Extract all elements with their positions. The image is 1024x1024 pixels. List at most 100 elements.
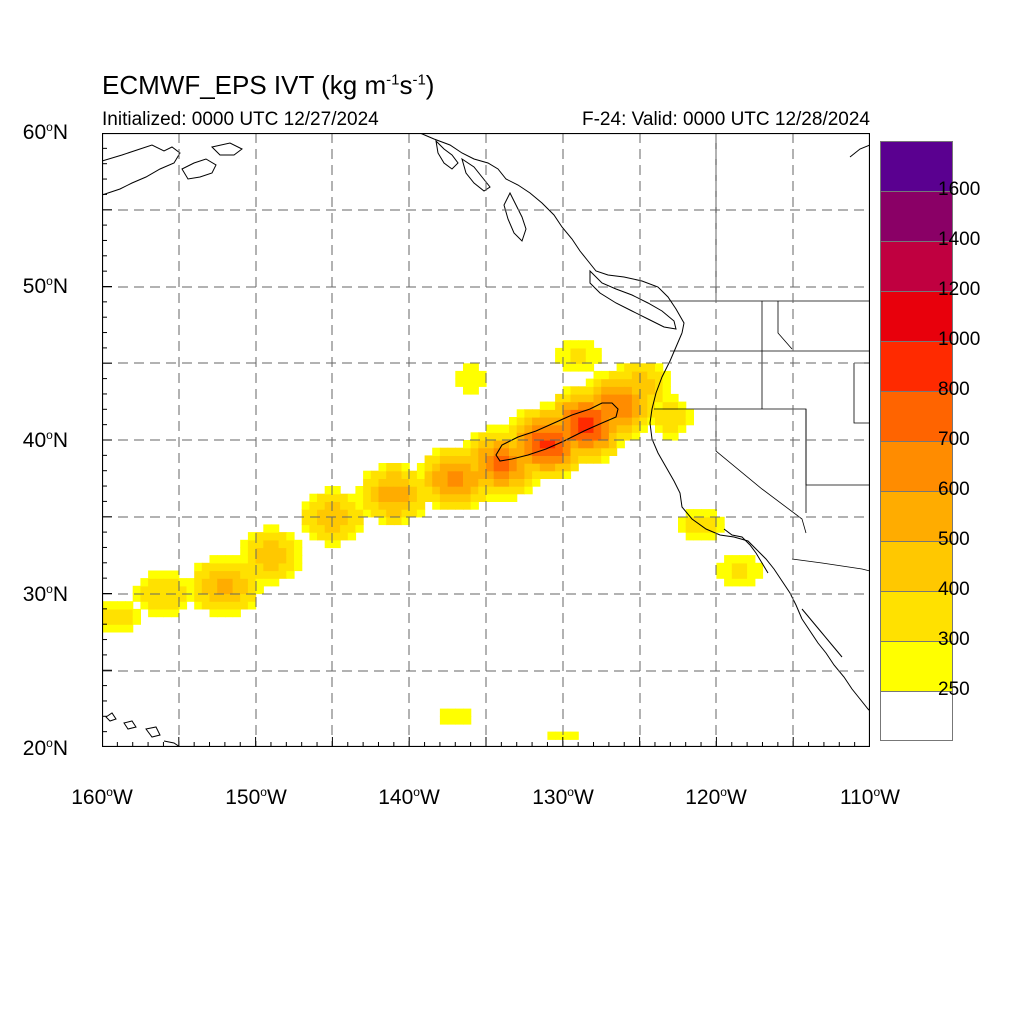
ivt-cell <box>286 562 295 572</box>
ivt-cell <box>593 393 602 403</box>
ivt-cell <box>493 478 502 487</box>
ivt-cell <box>324 524 333 533</box>
ivt-cell <box>562 455 572 464</box>
ivt-cell <box>125 608 134 618</box>
ivt-cell <box>555 440 564 449</box>
ivt-cell <box>163 601 172 610</box>
ivt-cell <box>409 478 418 487</box>
ivt-cell <box>608 417 618 426</box>
ivt-cell <box>232 570 241 579</box>
ivt-cell <box>224 570 234 579</box>
ivt-cell <box>224 562 234 572</box>
ivt-cell <box>401 509 410 518</box>
ivt-cell <box>393 509 403 518</box>
ivt-cell <box>247 555 257 564</box>
ivt-cell <box>539 447 549 456</box>
ivt-cell <box>201 562 211 572</box>
ivt-cell <box>616 432 625 441</box>
ivt-cell <box>455 370 464 380</box>
ivt-cell <box>562 340 572 349</box>
ivt-cell <box>178 585 188 595</box>
ivt-cell <box>439 447 449 456</box>
lon-label-110w: 110oW <box>840 785 900 809</box>
ivt-cell <box>324 509 333 518</box>
ivt-cell <box>555 355 564 364</box>
ivt-cell <box>509 424 518 433</box>
ivt-cell <box>509 447 518 456</box>
ivt-cell <box>693 509 702 518</box>
ivt-cell <box>163 585 172 595</box>
ivt-cell <box>547 447 556 456</box>
ivt-cell <box>140 593 149 602</box>
ivt-cell <box>539 440 549 449</box>
ivt-cell <box>363 493 372 502</box>
ivt-cell <box>401 516 410 526</box>
ivt-cell <box>562 355 572 364</box>
ivt-cell <box>355 516 364 526</box>
ivt-cell <box>432 447 441 456</box>
ivt-cell <box>378 486 387 495</box>
ivt-cell <box>662 393 671 403</box>
ivt-cell <box>224 608 234 618</box>
ivt-cell <box>255 532 264 541</box>
ivt-cell <box>240 547 249 556</box>
ivt-cell <box>463 501 472 510</box>
ivt-cell <box>317 524 326 533</box>
ivt-cell <box>678 516 687 526</box>
ivt-cell <box>424 486 433 495</box>
ivt-cell <box>378 478 387 487</box>
ivt-cell <box>309 501 318 510</box>
ivt-cell <box>585 401 595 410</box>
ivt-cell <box>555 424 564 433</box>
ivt-cell <box>416 486 426 495</box>
ivt-cell <box>463 378 472 387</box>
ivt-cell <box>478 470 487 479</box>
ivt-cell <box>631 432 641 441</box>
ivt-cell <box>631 386 641 395</box>
ivt-cell <box>324 539 333 549</box>
colorbar-swatch <box>880 341 953 391</box>
ivt-cell <box>616 370 625 380</box>
ivt-cell <box>393 478 403 487</box>
ivt-cell <box>332 516 341 526</box>
ivt-cell <box>255 585 264 595</box>
ivt-cell <box>102 601 111 610</box>
ivt-cell <box>240 539 249 549</box>
ivt-cell <box>509 470 518 479</box>
ivt-cell <box>209 608 218 618</box>
ivt-cell <box>693 516 702 526</box>
ivt-cell <box>271 570 280 579</box>
ivt-cell <box>447 716 456 725</box>
ivt-cell <box>562 401 572 410</box>
ivt-cell <box>585 363 595 372</box>
ivt-cell <box>501 463 510 472</box>
ivt-cell <box>585 393 595 403</box>
ivt-cell <box>416 493 426 502</box>
ivt-cell <box>271 578 280 587</box>
ivt-cell <box>255 578 264 587</box>
ivt-cell <box>639 401 648 410</box>
ivt-cell <box>493 493 502 502</box>
ivt-cell <box>247 532 257 541</box>
ivt-cell <box>324 532 333 541</box>
ivt-cell <box>578 455 587 464</box>
ivt-cell <box>570 401 579 410</box>
ivt-cell <box>378 463 387 472</box>
ivt-cell <box>340 493 349 502</box>
ivt-cell <box>639 370 648 380</box>
ivt-cell <box>217 555 226 564</box>
ivt-cell <box>447 470 456 479</box>
ivt-cell <box>585 440 595 449</box>
ivt-cell <box>455 470 464 479</box>
lon-label-160w: 160oW <box>71 785 133 809</box>
colorbar-label: 500 <box>938 529 970 550</box>
ivt-cell <box>409 470 418 479</box>
ivt-cell <box>639 386 648 395</box>
ivt-cell <box>409 501 418 510</box>
ivt-cell <box>209 578 218 587</box>
ivt-cell <box>708 524 717 533</box>
ivt-cell <box>470 440 479 449</box>
ivt-cell <box>555 455 564 464</box>
ivt-cell <box>378 493 387 502</box>
ivt-cell <box>470 370 479 380</box>
